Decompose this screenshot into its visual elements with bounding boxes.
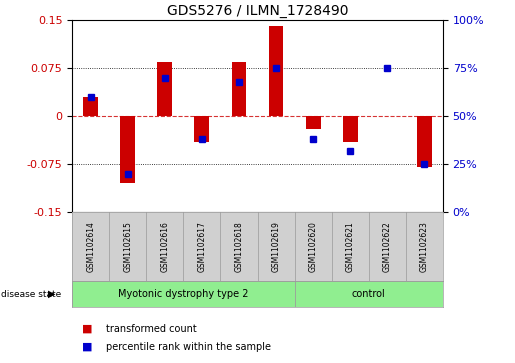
- Bar: [121, 116, 135, 184]
- Text: percentile rank within the sample: percentile rank within the sample: [106, 342, 270, 352]
- Text: GSM1102621: GSM1102621: [346, 221, 355, 272]
- Text: ■: ■: [82, 323, 93, 334]
- Title: GDS5276 / ILMN_1728490: GDS5276 / ILMN_1728490: [167, 4, 348, 17]
- Bar: [83, 97, 98, 116]
- Bar: [158, 62, 172, 116]
- Text: GSM1102614: GSM1102614: [86, 221, 95, 272]
- Text: GSM1102616: GSM1102616: [160, 221, 169, 272]
- Text: disease state: disease state: [1, 290, 61, 298]
- Bar: [269, 26, 283, 116]
- Text: control: control: [352, 289, 386, 299]
- Bar: [295, 281, 443, 307]
- Text: GSM1102620: GSM1102620: [308, 221, 318, 272]
- Bar: [195, 116, 209, 142]
- Text: GSM1102615: GSM1102615: [123, 221, 132, 272]
- Text: transformed count: transformed count: [106, 323, 196, 334]
- Bar: [417, 116, 432, 167]
- Bar: [306, 116, 320, 129]
- Text: ▶: ▶: [48, 289, 56, 299]
- Text: GSM1102623: GSM1102623: [420, 221, 429, 272]
- Bar: [72, 281, 295, 307]
- Text: Myotonic dystrophy type 2: Myotonic dystrophy type 2: [118, 289, 249, 299]
- Text: GSM1102622: GSM1102622: [383, 221, 392, 272]
- Text: GSM1102617: GSM1102617: [197, 221, 207, 272]
- Text: GSM1102618: GSM1102618: [234, 221, 244, 272]
- Text: ■: ■: [82, 342, 93, 352]
- Bar: [343, 116, 357, 142]
- Text: GSM1102619: GSM1102619: [271, 221, 281, 272]
- Bar: [232, 62, 246, 116]
